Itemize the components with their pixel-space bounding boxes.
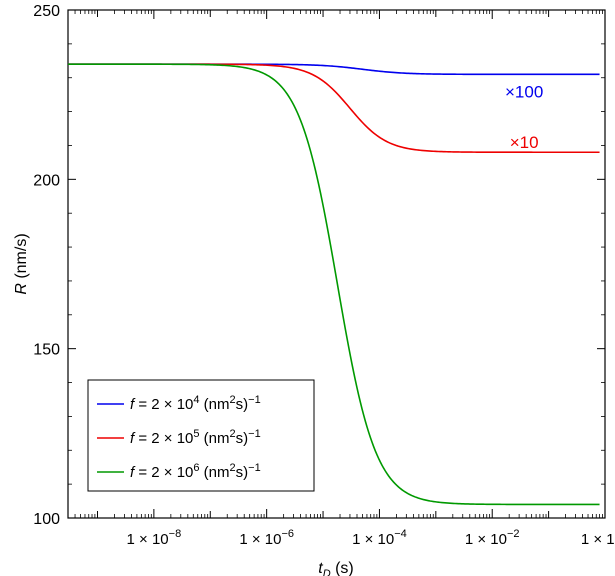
legend-entry-3: f = 2 × 106 (nm2s)−1 (130, 462, 261, 481)
x-axis-label: tD (s) (318, 560, 354, 576)
series-line-3 (68, 63, 600, 506)
series-annotations: ×100 ×10 (505, 82, 543, 152)
legend-entry-2: f = 2 × 105 (nm2s)−1 (130, 428, 261, 447)
y-axis-ticks: 100 150 200 250 (33, 3, 605, 528)
series-annotation-2: ×10 (510, 133, 539, 152)
x-tick-label: 1 × 10−8 (127, 528, 182, 548)
y-tick-label: 100 (33, 511, 60, 528)
y-tick-label: 150 (33, 342, 60, 359)
legend: f = 2 × 104 (nm2s)−1 f = 2 × 105 (nm2s)−1… (87, 379, 315, 492)
y-tick-label: 200 (33, 172, 60, 189)
legend-entry-1: f = 2 × 104 (nm2s)−1 (130, 394, 261, 413)
y-axis-label: R (nm/s) (13, 233, 30, 294)
series-lines (68, 63, 600, 506)
x-tick-label: 1 × 100 (581, 528, 615, 548)
series-annotation-1: ×100 (505, 82, 543, 101)
y-tick-label: 250 (33, 3, 60, 20)
x-axis-ticks: 1 × 10−8 1 × 10−6 1 × 10−4 1 × 10−2 1 × 100 (67, 10, 615, 548)
plot-frame (67, 9, 606, 519)
series-line-1 (68, 63, 600, 76)
legend-box (87, 379, 315, 492)
x-tick-label: 1 × 10−4 (352, 528, 407, 548)
x-tick-label: 1 × 10−6 (239, 528, 294, 548)
x-tick-label: 1 × 10−2 (465, 528, 520, 548)
